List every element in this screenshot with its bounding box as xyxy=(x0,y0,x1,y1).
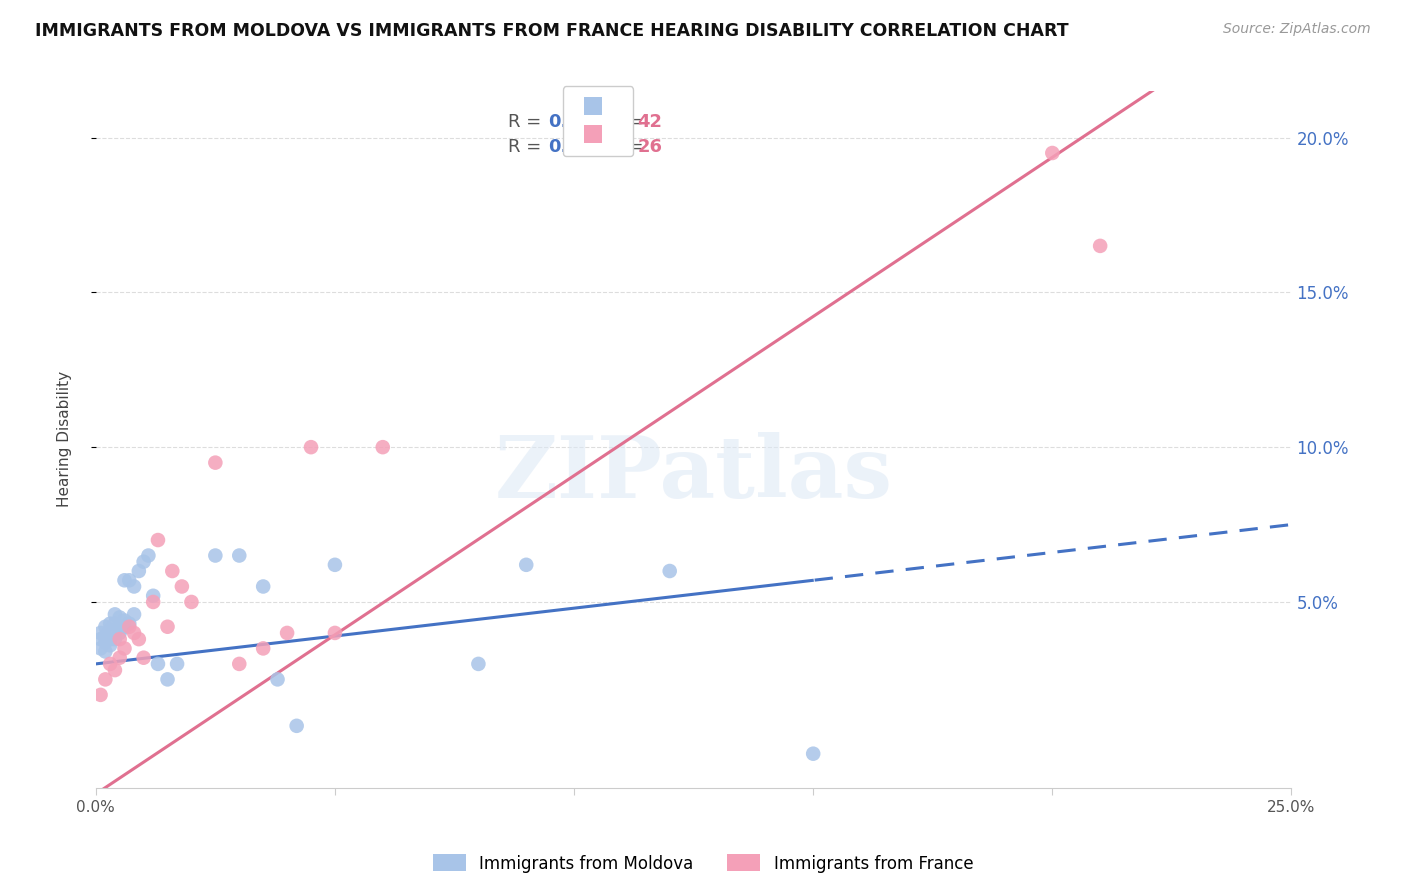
Point xyxy=(94,629,117,643)
Point xyxy=(108,632,131,647)
Point xyxy=(156,620,179,634)
Point xyxy=(122,607,145,622)
Point xyxy=(162,564,184,578)
Point xyxy=(285,719,308,733)
Point xyxy=(104,616,127,631)
Point xyxy=(252,641,274,656)
Point xyxy=(90,641,112,656)
Text: R =: R = xyxy=(509,113,547,131)
Point xyxy=(90,626,112,640)
Point xyxy=(801,747,824,761)
Point xyxy=(114,641,136,656)
Point xyxy=(94,635,117,649)
Point xyxy=(138,549,160,563)
Point xyxy=(98,638,121,652)
Point xyxy=(108,626,131,640)
Point xyxy=(228,657,250,671)
Point xyxy=(658,564,681,578)
Point xyxy=(114,574,136,588)
Point xyxy=(170,579,193,593)
Point xyxy=(156,673,179,687)
Point xyxy=(132,555,155,569)
Point xyxy=(166,657,188,671)
Point xyxy=(118,574,141,588)
Point xyxy=(299,440,322,454)
Point xyxy=(90,632,112,647)
Text: 42: 42 xyxy=(637,113,662,131)
Point xyxy=(90,688,112,702)
Point xyxy=(323,558,346,572)
Point xyxy=(104,607,127,622)
Point xyxy=(114,614,136,628)
Point xyxy=(142,595,165,609)
Point xyxy=(98,632,121,647)
Point xyxy=(114,620,136,634)
Point xyxy=(142,589,165,603)
Text: 26: 26 xyxy=(637,137,662,156)
Point xyxy=(1088,239,1111,253)
Point xyxy=(276,626,298,640)
Point xyxy=(128,632,150,647)
Point xyxy=(204,549,226,563)
Point xyxy=(104,632,127,647)
Point xyxy=(252,579,274,593)
Point xyxy=(98,657,121,671)
Point xyxy=(204,456,226,470)
Point xyxy=(128,564,150,578)
Point xyxy=(118,620,141,634)
Point xyxy=(146,533,169,547)
Point xyxy=(108,610,131,624)
Text: N =: N = xyxy=(592,113,650,131)
Point xyxy=(122,579,145,593)
Point xyxy=(108,620,131,634)
Text: 0.185: 0.185 xyxy=(548,113,605,131)
Text: Source: ZipAtlas.com: Source: ZipAtlas.com xyxy=(1223,22,1371,37)
Point xyxy=(515,558,537,572)
Point xyxy=(104,626,127,640)
Point xyxy=(266,673,288,687)
Text: 0.730: 0.730 xyxy=(548,137,605,156)
Point xyxy=(323,626,346,640)
Text: R =: R = xyxy=(509,137,547,156)
Legend: , : , xyxy=(562,87,633,156)
Point xyxy=(228,549,250,563)
Point xyxy=(104,663,127,677)
Point xyxy=(98,616,121,631)
Point xyxy=(122,626,145,640)
Point xyxy=(146,657,169,671)
Point xyxy=(94,620,117,634)
Text: IMMIGRANTS FROM MOLDOVA VS IMMIGRANTS FROM FRANCE HEARING DISABILITY CORRELATION: IMMIGRANTS FROM MOLDOVA VS IMMIGRANTS FR… xyxy=(35,22,1069,40)
Point xyxy=(1040,146,1063,161)
Point xyxy=(94,644,117,658)
Point xyxy=(98,623,121,637)
Point xyxy=(94,673,117,687)
Text: ZIPatlas: ZIPatlas xyxy=(495,433,893,516)
Text: N =: N = xyxy=(592,137,650,156)
Point xyxy=(180,595,202,609)
Point xyxy=(371,440,394,454)
Point xyxy=(467,657,489,671)
Y-axis label: Hearing Disability: Hearing Disability xyxy=(58,371,72,508)
Legend: Immigrants from Moldova, Immigrants from France: Immigrants from Moldova, Immigrants from… xyxy=(426,847,980,880)
Point xyxy=(118,616,141,631)
Point xyxy=(132,650,155,665)
Point xyxy=(108,650,131,665)
